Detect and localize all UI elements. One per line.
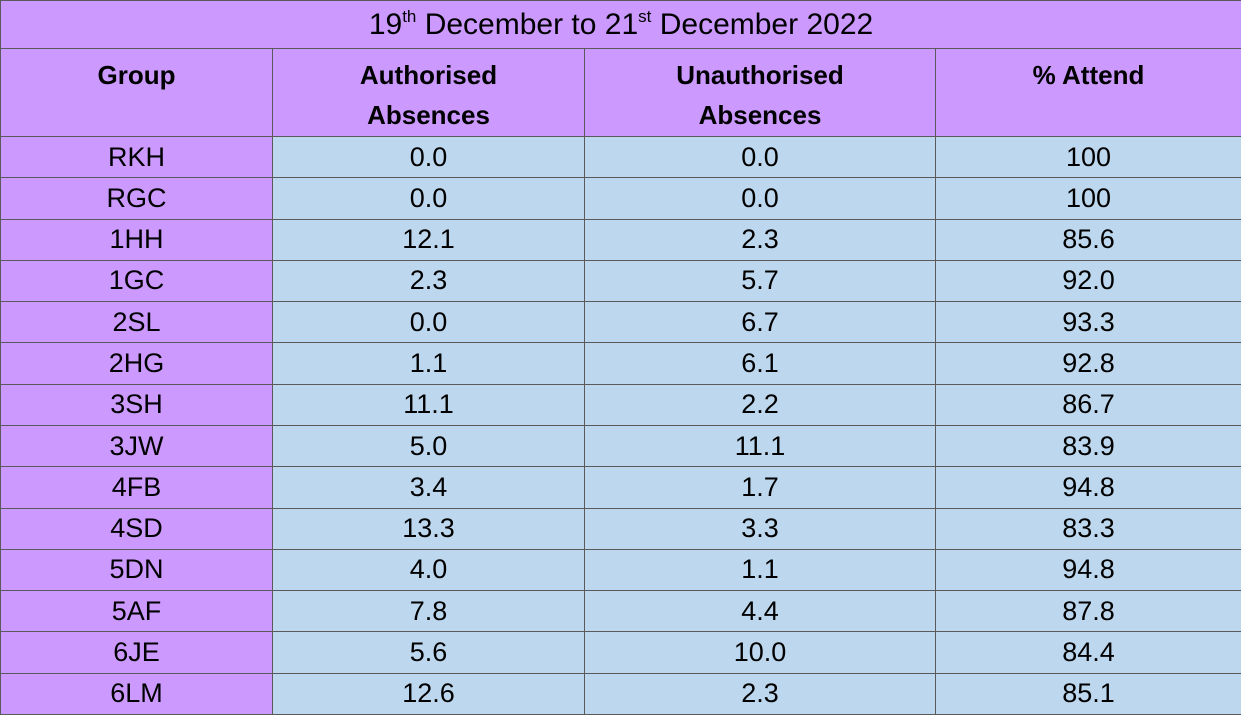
value-cell: 7.8 (272, 590, 585, 633)
header-text: % Attend (1032, 60, 1145, 90)
value-cell: 83.3 (935, 507, 1241, 550)
table-row: RGC 0.0 0.0 100 (0, 177, 1241, 220)
column-header: Unauthorised Absences (584, 48, 936, 137)
value-cell: 93.3 (935, 301, 1241, 344)
header-row: Group Authorised Absences Unauthorised Abs… (0, 48, 1241, 137)
title-part: December to 21 (416, 8, 639, 41)
value-cell: 86.7 (935, 383, 1241, 426)
title-part: December 2022 (651, 8, 874, 41)
value-cell: 3.4 (272, 466, 585, 509)
group-cell: 1GC (0, 259, 273, 303)
value-cell: 92.8 (935, 342, 1241, 385)
value-cell: 12.6 (272, 672, 585, 715)
title-part: 19 (368, 8, 403, 41)
value-cell: 2.3 (584, 218, 936, 261)
value-cell: 85.1 (935, 672, 1241, 715)
value-cell: 10.0 (584, 631, 936, 674)
value-cell: 85.6 (935, 218, 1241, 261)
value-cell: 5.6 (272, 631, 585, 674)
table-row: 6JE 5.6 10.0 84.4 (0, 631, 1241, 674)
value-cell: 2.2 (584, 383, 936, 426)
value-cell: 1.1 (272, 342, 585, 385)
header-text: Unauthorised Absences (676, 60, 844, 130)
value-cell: 0.0 (584, 135, 936, 179)
header-text: Authorised Absences (359, 60, 498, 130)
value-cell: 100 (935, 177, 1241, 220)
group-cell: 3JW (0, 424, 273, 468)
group-cell: RKH (0, 135, 273, 179)
value-cell: 2.3 (584, 672, 936, 715)
group-cell: 4FB (0, 466, 273, 509)
value-cell: 0.0 (272, 301, 585, 344)
table-row: 3SH 11.1 2.2 86.7 (0, 383, 1241, 426)
value-cell: 5.0 (272, 424, 585, 468)
value-cell: 12.1 (272, 218, 585, 261)
value-cell: 0.0 (584, 177, 936, 220)
table-row: 2SL 0.0 6.7 93.3 (0, 301, 1241, 344)
value-cell: 13.3 (272, 507, 585, 550)
value-cell: 11.1 (272, 383, 585, 426)
title-sup: th (402, 7, 417, 26)
group-cell: 4SD (0, 507, 273, 550)
group-cell: 2SL (0, 301, 273, 344)
value-cell: 94.8 (935, 466, 1241, 509)
group-cell: RGC (0, 177, 273, 220)
table-row: 5AF 7.8 4.4 87.8 (0, 590, 1241, 633)
value-cell: 6.1 (584, 342, 936, 385)
group-cell: 6JE (0, 631, 273, 674)
value-cell: 11.1 (584, 424, 936, 468)
table-row: 4FB 3.4 1.7 94.8 (0, 466, 1241, 509)
value-cell: 0.0 (272, 177, 585, 220)
value-cell: 3.3 (584, 507, 936, 550)
group-cell: 6LM (0, 672, 273, 715)
table-row: 1HH 12.1 2.3 85.6 (0, 218, 1241, 261)
value-cell: 0.0 (272, 135, 585, 179)
group-cell: 2HG (0, 342, 273, 385)
table-row: RKH 0.0 0.0 100 (0, 135, 1241, 179)
group-cell: 5DN (0, 548, 273, 592)
column-header: Group (0, 48, 273, 137)
value-cell: 83.9 (935, 424, 1241, 468)
column-header: % Attend (935, 48, 1241, 137)
value-cell: 6.7 (584, 301, 936, 344)
value-cell: 92.0 (935, 259, 1241, 303)
header-text: Group (97, 60, 176, 90)
title-sup: st (638, 7, 652, 26)
value-cell: 5.7 (584, 259, 936, 303)
table-row: 6LM 12.6 2.3 85.1 (0, 672, 1241, 715)
group-cell: 5AF (0, 590, 273, 633)
value-cell: 94.8 (935, 548, 1241, 592)
value-cell: 4.0 (272, 548, 585, 592)
table-row: 3JW 5.0 11.1 83.9 (0, 424, 1241, 468)
value-cell: 4.4 (584, 590, 936, 633)
value-cell: 87.8 (935, 590, 1241, 633)
value-cell: 84.4 (935, 631, 1241, 674)
table-row: 2HG 1.1 6.1 92.8 (0, 342, 1241, 385)
group-cell: 3SH (0, 383, 273, 426)
table-row: 4SD 13.3 3.3 83.3 (0, 507, 1241, 550)
group-cell: 1HH (0, 218, 273, 261)
value-cell: 1.1 (584, 548, 936, 592)
table-row: 1GC 2.3 5.7 92.0 (0, 259, 1241, 303)
table-row: 5DN 4.0 1.1 94.8 (0, 548, 1241, 592)
column-header: Authorised Absences (272, 48, 585, 137)
value-cell: 2.3 (272, 259, 585, 303)
value-cell: 1.7 (584, 466, 936, 509)
table-title: 19th December to 21st December 2022 (0, 0, 1241, 49)
table-body: RKH 0.0 0.0 100 RGC 0.0 0.0 100 1HH 12.1 2.3 85.6 1G… (0, 135, 1241, 715)
value-cell: 100 (935, 135, 1241, 179)
